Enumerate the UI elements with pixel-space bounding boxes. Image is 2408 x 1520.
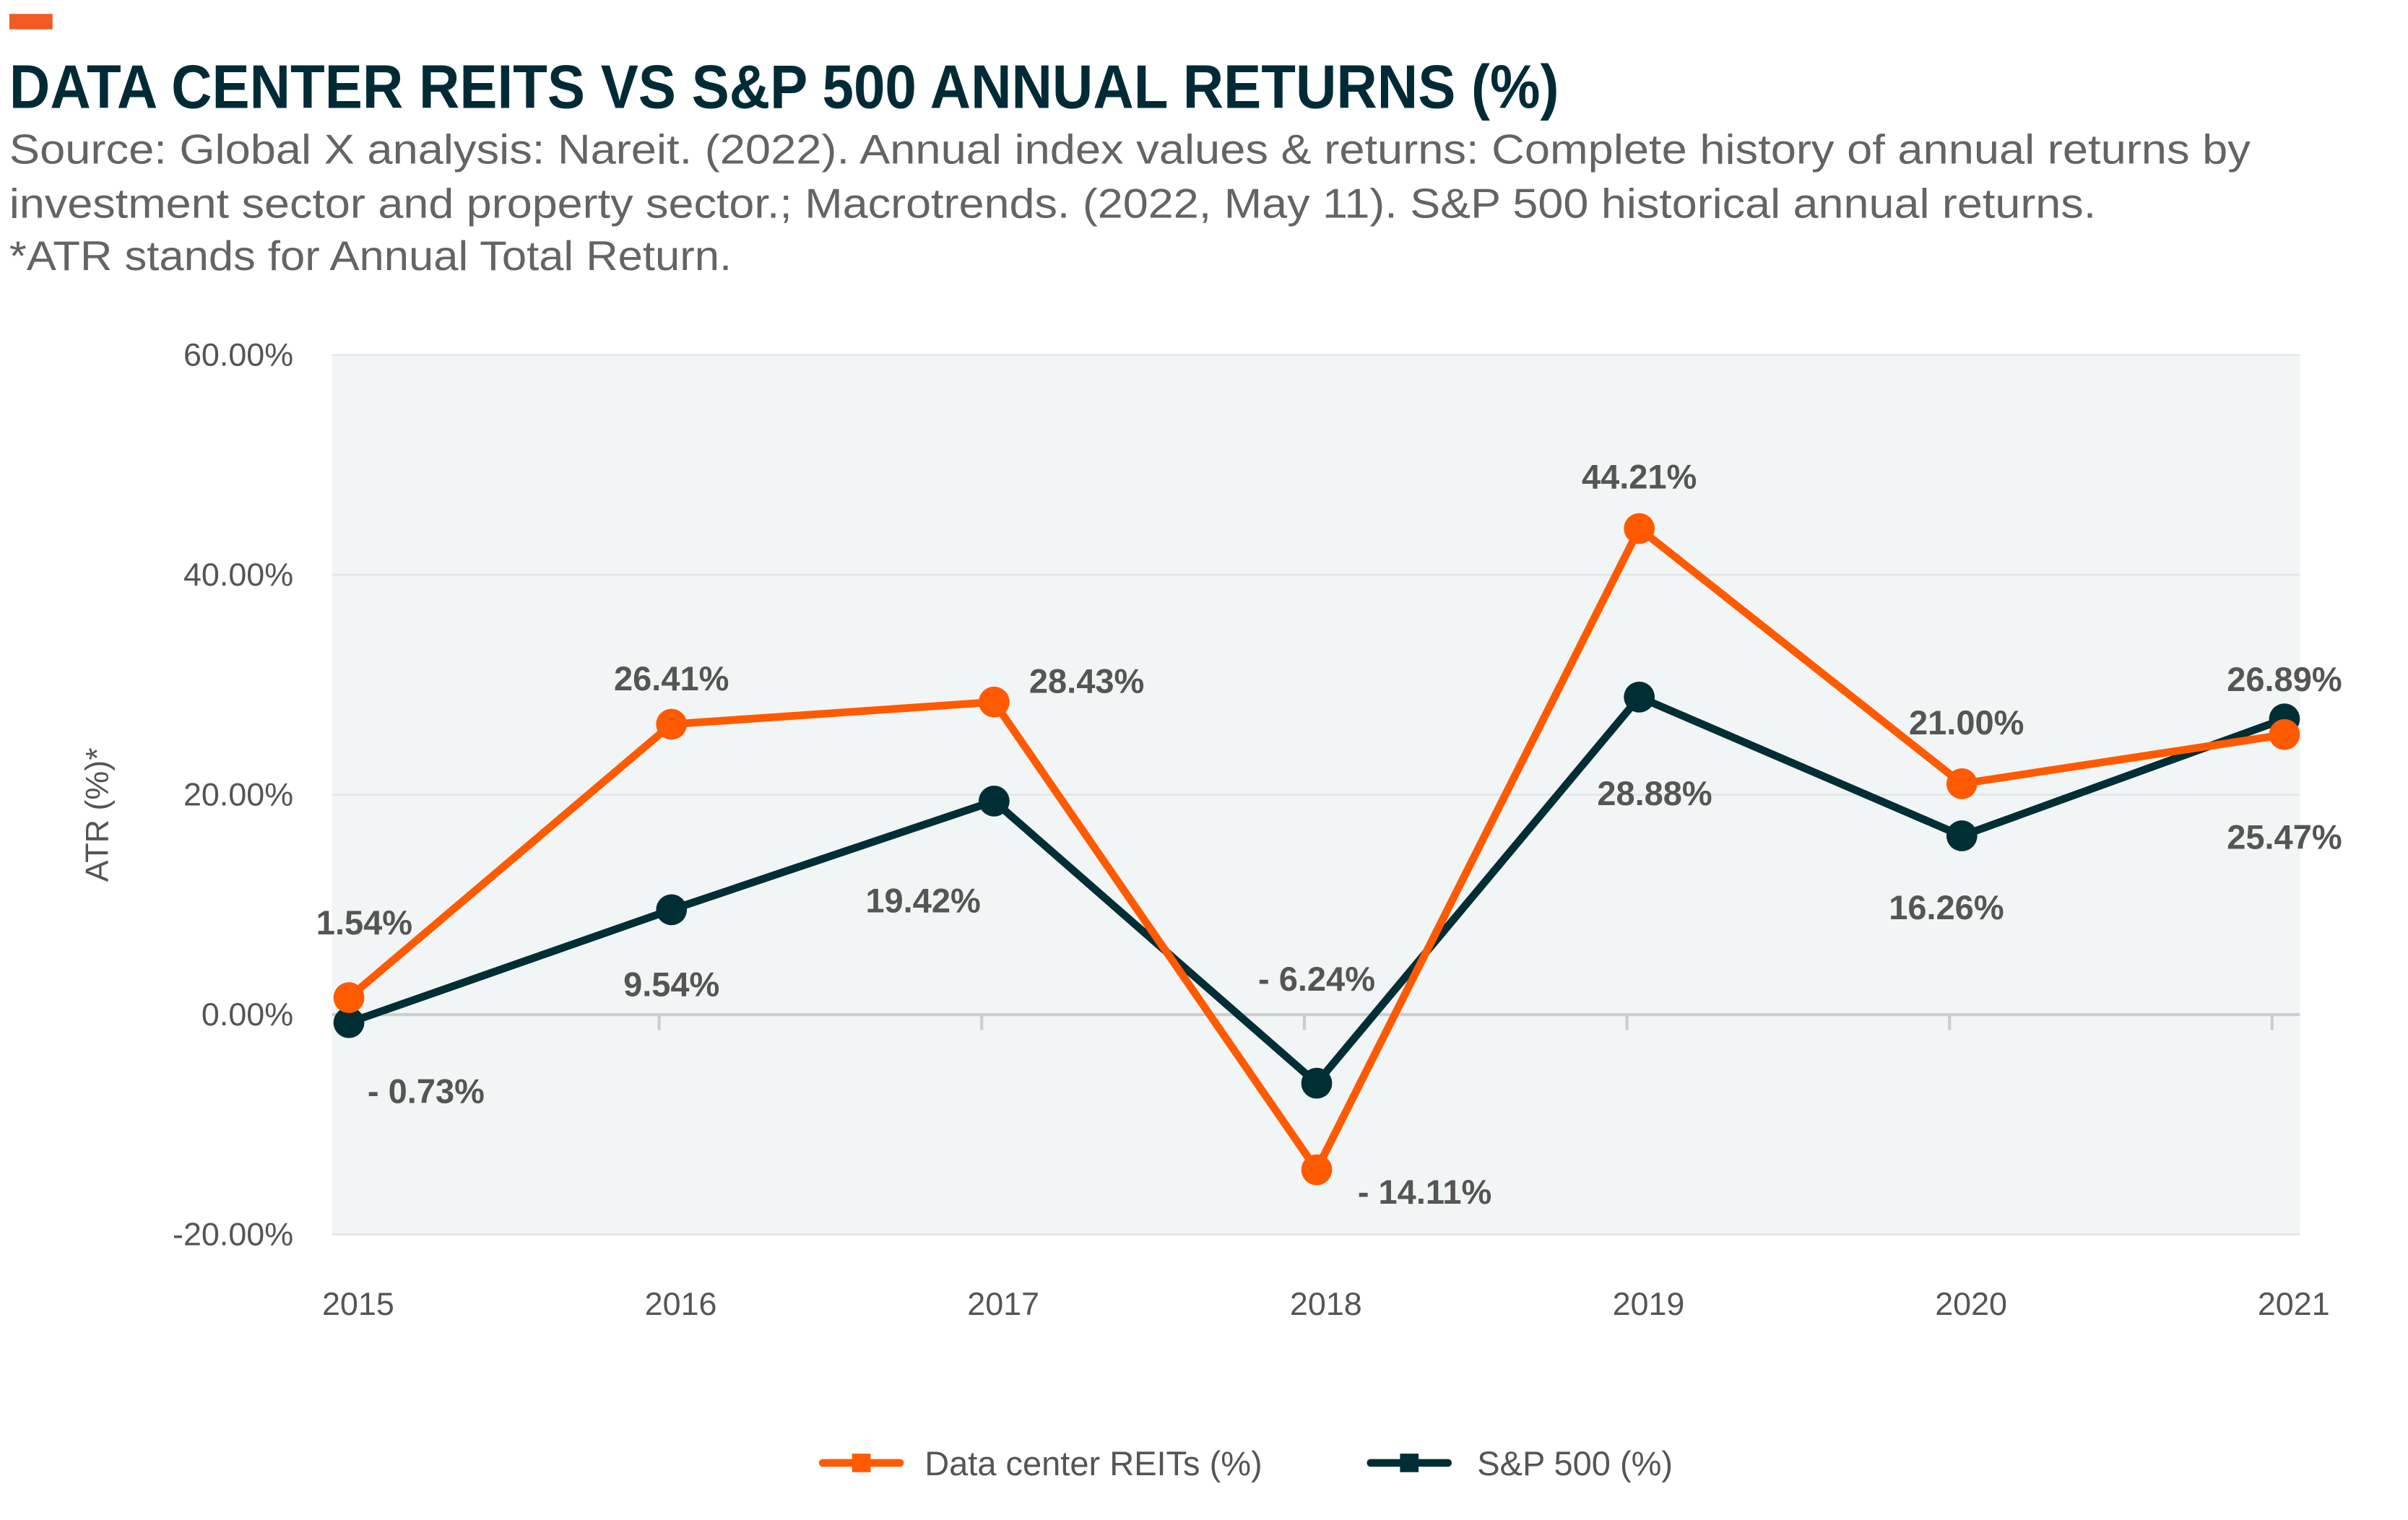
data-label-sp500: 19.42%: [865, 881, 980, 919]
data-label-reits: 21.00%: [1909, 703, 2024, 742]
x-tick-label: 2017: [967, 1285, 1039, 1322]
data-point-sp500: [1624, 682, 1655, 713]
data-point-reits: [1301, 1154, 1333, 1186]
data-label-sp500: - 6.24%: [1258, 960, 1375, 998]
legend-marker-sp500: [1400, 1454, 1419, 1472]
data-point-sp500: [656, 894, 688, 926]
data-point-reits: [1624, 513, 1655, 544]
x-tick-label: 2021: [2258, 1285, 2330, 1322]
data-label-sp500: 26.89%: [2227, 660, 2342, 698]
data-label-sp500: 28.88%: [1597, 774, 1712, 812]
y-tick-label: 40.00%: [183, 556, 293, 593]
y-tick-label: 60.00%: [183, 336, 293, 373]
x-tick-label: 2016: [645, 1285, 717, 1322]
data-point-reits: [333, 982, 365, 1014]
data-label-reits: 1.54%: [316, 903, 412, 942]
data-label-sp500: - 0.73%: [368, 1072, 485, 1110]
legend-label-reits: Data center REITs (%): [924, 1444, 1263, 1482]
legend: Data center REITs (%) S&P 500 (%): [818, 1444, 1673, 1482]
source-line-3: *ATR stands for Annual Total Return.: [9, 233, 732, 279]
source-line-2: investment sector and property sector.; …: [9, 181, 2096, 227]
data-point-sp500: [1301, 1067, 1333, 1099]
data-label-reits: 25.47%: [2227, 817, 2342, 856]
data-label-reits: 26.41%: [614, 659, 729, 698]
accent-bar: [9, 14, 53, 30]
data-label-reits: - 14.11%: [1358, 1173, 1492, 1211]
data-label-reits: 28.43%: [1029, 661, 1144, 700]
x-tick-label: 2015: [322, 1285, 394, 1322]
chart-title: DATA CENTER REITS VS S&P 500 ANNUAL RETU…: [9, 53, 1559, 122]
source-line-1: Source: Global X analysis: Nareit. (2022…: [9, 127, 2251, 173]
data-point-reits: [656, 708, 688, 740]
data-point-reits: [1946, 768, 1978, 799]
data-point-reits: [2269, 718, 2300, 750]
data-point-sp500: [978, 786, 1010, 817]
data-point-reits: [978, 686, 1010, 718]
data-label-reits: 44.21%: [1582, 457, 1697, 495]
y-tick-label: 0.00%: [202, 996, 293, 1033]
legend-marker-reits: [852, 1454, 871, 1472]
x-tick-label: 2020: [1935, 1285, 2007, 1322]
legend-label-sp500: S&P 500 (%): [1477, 1444, 1673, 1482]
data-label-sp500: 16.26%: [1889, 888, 2004, 926]
y-axis-label: ATR (%)*: [79, 747, 116, 882]
y-tick-label: 20.00%: [183, 776, 293, 813]
x-tick-label: 2018: [1290, 1285, 1362, 1322]
x-tick-label: 2019: [1613, 1285, 1685, 1322]
y-tick-label: -20.00%: [173, 1216, 293, 1253]
data-point-sp500: [1946, 820, 1978, 851]
data-label-sp500: 9.54%: [623, 965, 719, 1004]
data-point-sp500: [333, 1007, 365, 1038]
